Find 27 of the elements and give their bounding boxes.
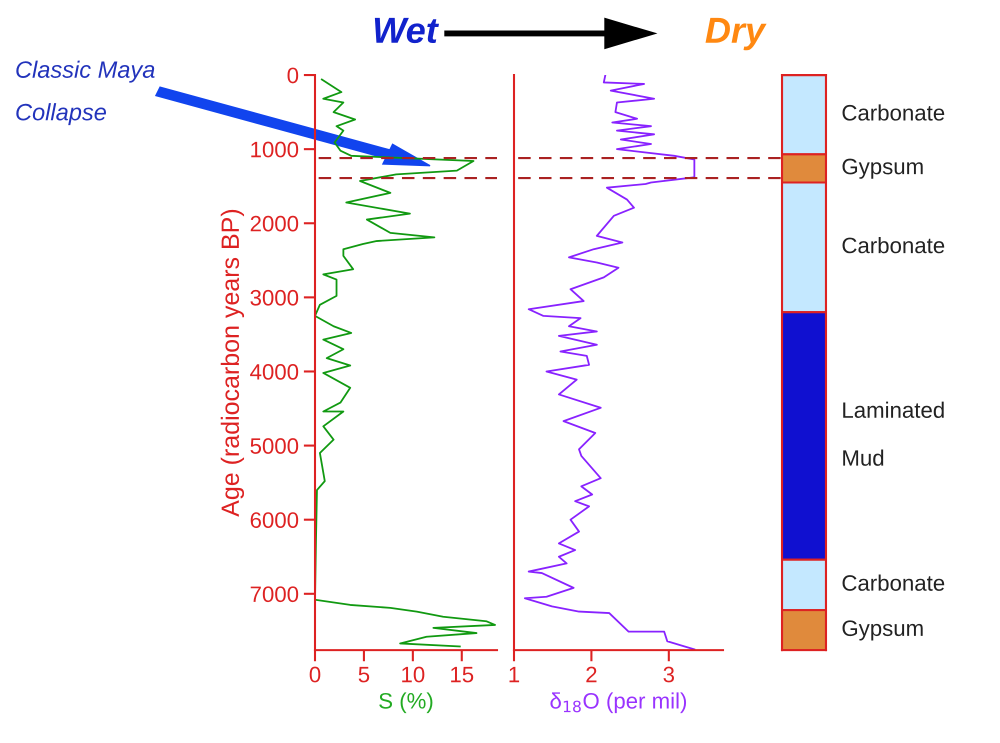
text: Classic Maya Collapse	[16, 60, 155, 126]
x-tick-label: 10	[402, 666, 424, 682]
series-label: Carbonate	[842, 574, 944, 591]
series-label: Carbonate	[842, 104, 944, 121]
x-tick-label: 5	[358, 666, 370, 682]
series-label: Gypsum	[842, 158, 923, 179]
x-tick-label: 1	[510, 666, 520, 682]
y-tick-label: 3000	[250, 290, 298, 306]
x-tick-label: 15	[451, 666, 474, 682]
y-axis-title: Age (radiocarbon years BP)	[220, 210, 244, 517]
text: Laminated Mud	[843, 402, 944, 466]
y-tick-label: 6000	[250, 512, 298, 528]
text: Wet	[374, 18, 440, 44]
y-tick-label: 7000	[250, 586, 298, 602]
text: Dry	[706, 18, 767, 50]
x-tick-label: 3	[663, 666, 674, 682]
x-axis-title: δ$_{18}$O (per mil)	[550, 692, 686, 714]
x-tick-label: 2	[586, 666, 596, 682]
series-label: Carbonate	[842, 236, 944, 254]
y-tick-label: 1000	[251, 142, 298, 158]
x-axis-title: S (%)	[379, 692, 432, 714]
y-tick-label: 4000	[250, 364, 298, 380]
y-tick-label: 0	[288, 68, 298, 84]
x-tick-label: 0	[310, 666, 320, 682]
y-tick-label: 2000	[250, 216, 298, 232]
y-tick-label: 5000	[250, 438, 298, 454]
series-label: Gypsum	[842, 620, 923, 640]
